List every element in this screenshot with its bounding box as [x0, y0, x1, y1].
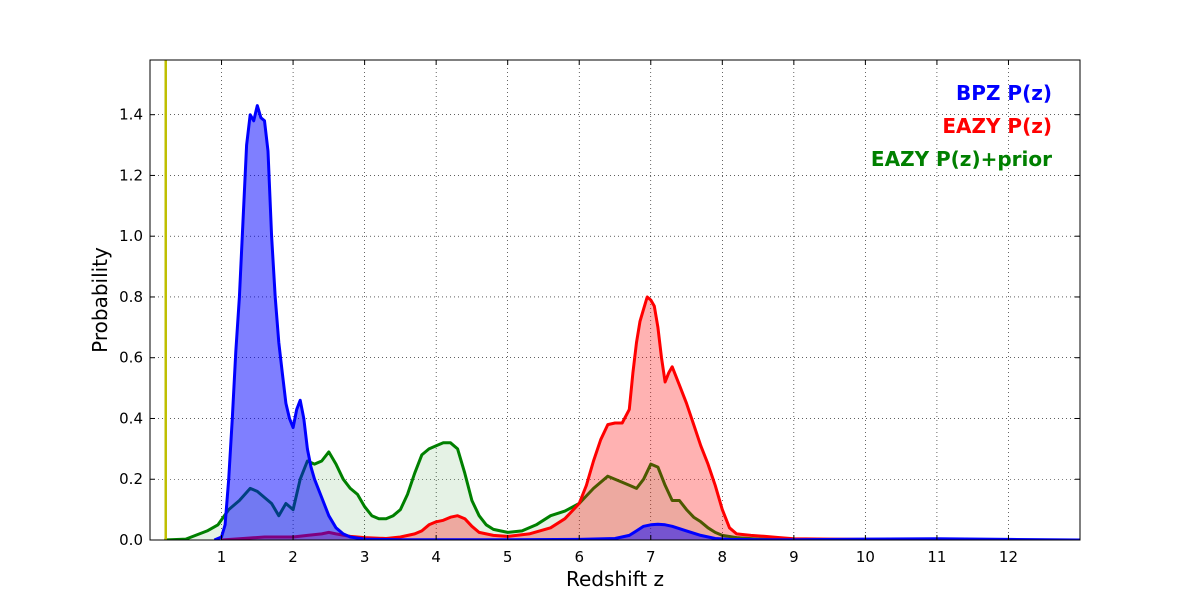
legend-entry: EAZY P(z)+prior — [871, 147, 1052, 171]
series-area-eazy-p-z — [221, 297, 995, 540]
x-tick-label: 5 — [503, 548, 513, 566]
y-tick-label: 0.0 — [119, 531, 143, 549]
legend: BPZ P(z) EAZY P(z) EAZY P(z)+prior — [871, 81, 1052, 171]
series-line-bpz-p-z — [213, 104, 1080, 540]
ticks: 1 2 3 4 5 6 7 8 9 10 11 120.00.20.40.60.81.01.21.4 — [119, 60, 1080, 566]
y-tick-label: 0.4 — [119, 409, 143, 427]
x-axis-label: Redshift z — [566, 567, 664, 591]
y-tick-label: 0.6 — [119, 349, 143, 367]
series-line-eazy-p-z — [221, 295, 995, 540]
x-tick-label: 12 — [999, 548, 1018, 566]
x-tick-label: 10 — [856, 548, 875, 566]
legend-entry: EAZY P(z) — [942, 114, 1052, 138]
y-tick-label: 0.2 — [119, 470, 143, 488]
x-tick-label: 3 — [360, 548, 370, 566]
y-tick-label: 1.4 — [119, 106, 143, 124]
x-tick-label: 7 — [646, 548, 656, 566]
y-tick-label: 1.0 — [119, 227, 143, 245]
plot-frame — [149, 59, 1081, 541]
y-axis-label: Probability — [88, 247, 112, 353]
x-tick-label: 6 — [574, 548, 584, 566]
x-tick-label: 1 — [217, 548, 227, 566]
x-tick-label: 9 — [789, 548, 799, 566]
y-tick-label: 0.8 — [119, 288, 143, 306]
x-tick-label: 11 — [927, 548, 946, 566]
y-tick-label: 1.2 — [119, 166, 143, 184]
series-group — [164, 104, 1080, 540]
x-tick-label: 2 — [288, 548, 298, 566]
x-tick-label: 8 — [718, 548, 728, 566]
legend-entry: BPZ P(z) — [956, 81, 1052, 105]
series-area-bpz-p-z — [214, 105, 1080, 540]
x-tick-label: 4 — [431, 548, 441, 566]
